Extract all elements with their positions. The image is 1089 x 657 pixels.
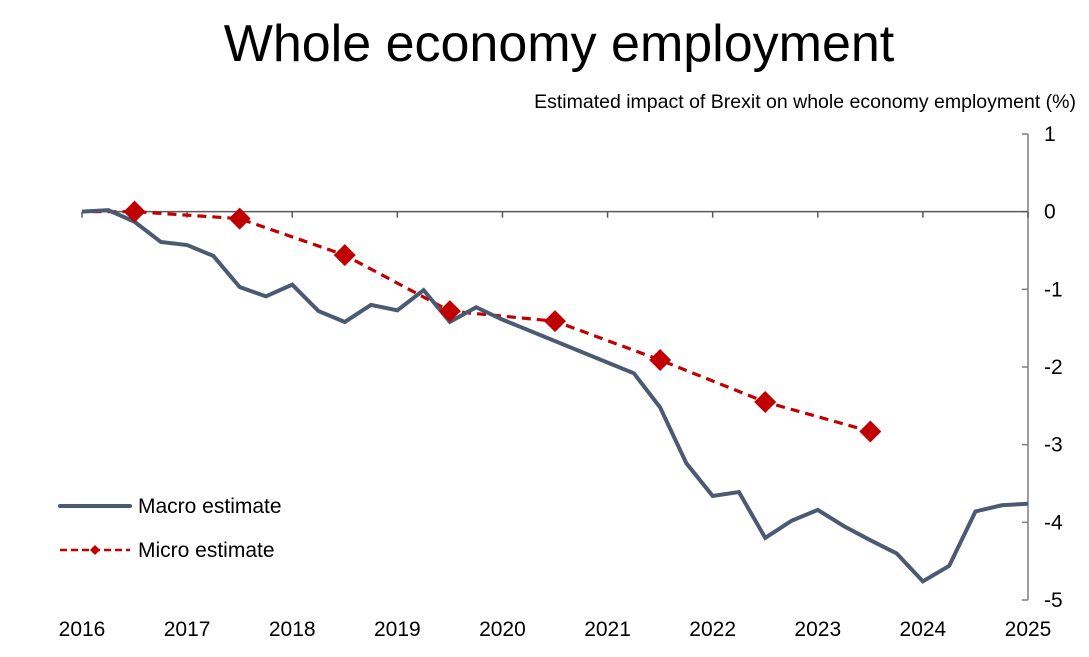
x-tick-label: 2023 [794,618,841,641]
x-tick-label: 2025 [1005,618,1052,641]
y-tick-label: -4 [1044,511,1063,534]
y-tick-label: -5 [1044,589,1063,612]
y-tick-label: -2 [1044,356,1063,379]
micro-estimate-line [92,210,871,434]
y-tick-label: 1 [1044,123,1056,146]
y-tick-label: -3 [1044,434,1063,457]
micro-diamond-marker [544,310,566,333]
x-tick-label: 2016 [59,618,106,641]
x-tick-label: 2022 [689,618,736,641]
legend-micro-label: Micro estimate [138,539,275,562]
micro-diamond-marker [438,300,461,323]
micro-diamond-marker [333,244,356,267]
series-layer [81,200,1029,584]
micro-diamond-marker [859,420,882,443]
micro-diamond-marker [228,207,251,230]
x-tick-label: 2019 [374,618,421,641]
legend-micro-diamond-icon [90,545,100,555]
micro-diamond-marker [649,349,672,372]
y-tick-label: -1 [1044,278,1063,301]
y-tick-label: 0 [1044,201,1056,224]
chart-title: Whole economy employment [223,15,895,73]
macro-estimate-line [81,208,1029,584]
x-tick-label: 2018 [269,618,316,641]
axes: 1 0 -1 -2 -3 -4 -5 2016 2017 2018 2019 2020 2021 2022… [59,123,1063,641]
x-tick-label: 2020 [479,618,526,641]
y-axis-title: Estimated impact of Brexit on whole econ… [534,91,1076,113]
x-tick-label: 2017 [164,618,211,641]
legend: Macro estimate Micro estimate [58,495,282,562]
micro-diamond-marker [123,200,146,223]
x-tick-label: 2021 [584,618,631,641]
micro-diamond-marker [754,390,777,413]
x-tick-label: 2024 [900,618,947,641]
legend-macro-label: Macro estimate [138,495,282,518]
